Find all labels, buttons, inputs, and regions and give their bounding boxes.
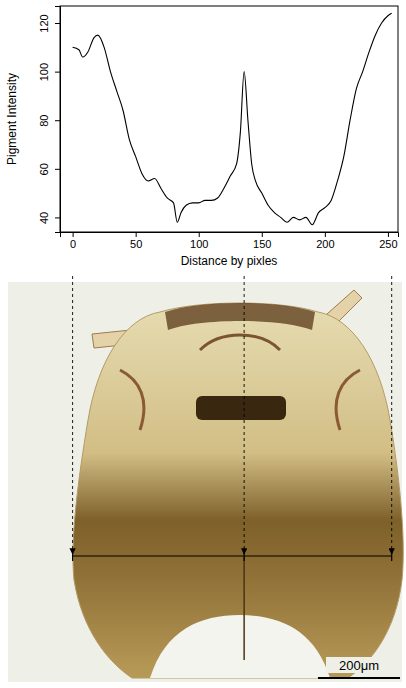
x-tick-mark [136, 232, 137, 237]
x-tick-label: 200 [316, 238, 334, 250]
y-axis-line [55, 7, 61, 233]
x-tick-mark [73, 232, 74, 237]
x-tick: 150 [253, 232, 271, 250]
y-axis: 40 60 80 100 120 [38, 7, 61, 233]
y-tick: 100 [38, 63, 60, 81]
intensity-line [73, 13, 392, 224]
scale-bar [318, 677, 400, 679]
foramen [150, 615, 330, 678]
sclerite [165, 303, 315, 330]
y-axis-title: Pigment Intensity [5, 73, 19, 165]
label-patch [326, 657, 390, 673]
y-tick-label: 80 [38, 115, 50, 127]
y-tick-mark [55, 72, 60, 73]
x-tick-label: 0 [70, 238, 76, 250]
plot-frame [60, 6, 398, 232]
y-tick: 60 [38, 163, 60, 175]
suture [120, 370, 360, 430]
guide-arrow [72, 276, 73, 554]
x-tick-label: 250 [379, 238, 397, 250]
y-tick-label: 60 [38, 163, 50, 175]
y-tick: 120 [38, 14, 60, 32]
y-tick-mark [55, 217, 60, 218]
x-tick-mark [388, 232, 389, 237]
x-tick-label: 50 [130, 238, 142, 250]
x-tick: 250 [379, 232, 397, 250]
x-tick: 50 [130, 232, 142, 250]
mouthpart [196, 396, 286, 420]
x-tick: 200 [316, 232, 334, 250]
y-tick: 40 [38, 212, 60, 224]
scale-bar-label: 200μm [339, 658, 379, 673]
y-tick-label: 120 [38, 14, 50, 32]
y-tick-label: 100 [38, 63, 50, 81]
x-tick-label: 100 [190, 238, 208, 250]
ecdysial-line [243, 556, 245, 660]
y-tick: 80 [38, 115, 60, 127]
guide-arrow [391, 276, 392, 554]
x-axis: 0 50 100 150 200 250 [61, 232, 399, 250]
y-tick-mark [55, 169, 60, 170]
x-axis-line [61, 233, 399, 238]
y-tick-label: 40 [38, 212, 50, 224]
y-tick-mark [55, 120, 60, 121]
specimen-image [8, 282, 403, 682]
head-capsule [73, 303, 403, 678]
x-tick-mark [199, 232, 200, 237]
x-tick: 0 [70, 232, 76, 250]
x-tick-mark [325, 232, 326, 237]
measurement-line [73, 555, 392, 556]
x-tick: 100 [190, 232, 208, 250]
plot-area [73, 13, 392, 224]
figure: 0 50 100 150 200 250 40 60 80 100 120 Distance by p… [0, 0, 406, 688]
x-tick-label: 150 [253, 238, 271, 250]
guide-arrow [244, 276, 245, 554]
y-tick-mark [55, 23, 60, 24]
suture [200, 335, 280, 350]
x-tick-mark [262, 232, 263, 237]
x-axis-title: Distance by pixles [181, 254, 278, 268]
